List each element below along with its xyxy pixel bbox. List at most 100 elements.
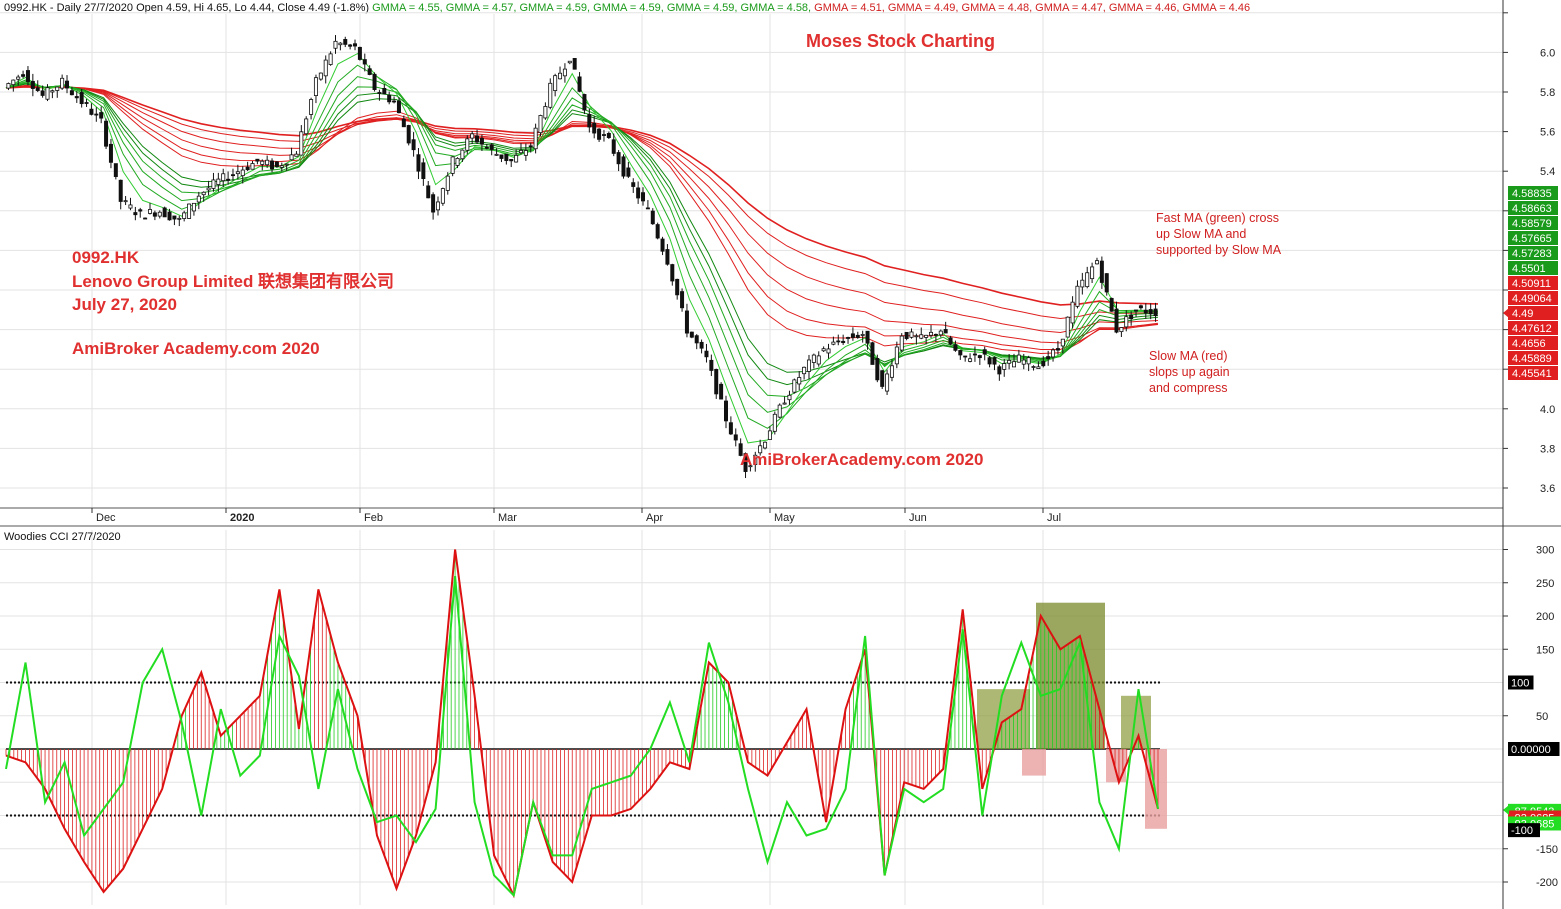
cci-tag-bg-10: [1508, 823, 1540, 838]
candle-body: [89, 108, 94, 115]
candle-body: [543, 106, 548, 119]
candle-body: [758, 445, 763, 454]
candle-body: [728, 422, 733, 435]
candle-body: [235, 171, 240, 175]
candle-body: [587, 114, 592, 128]
candle-body: [133, 212, 138, 216]
candle-body: [411, 139, 416, 151]
candle-body: [416, 154, 421, 172]
candle-body: [323, 59, 328, 77]
candle-body: [1055, 348, 1060, 351]
candle-body: [328, 53, 333, 65]
candle-body: [421, 162, 426, 180]
price-tag-7: 4.49064: [1512, 293, 1552, 305]
candle-body: [806, 359, 811, 372]
price-tag-bg-7: [1508, 291, 1558, 305]
candle-body: [606, 133, 611, 139]
price-tick-label-9: 5.6: [1540, 127, 1555, 139]
price-tag-bg-4: [1508, 246, 1558, 260]
candle-body: [899, 335, 904, 351]
price-tag-bg-12: [1508, 366, 1558, 380]
candle-body: [353, 43, 358, 47]
candle-body: [123, 200, 128, 203]
cci-tag-bg-6: [1508, 742, 1560, 756]
price-header: 0992.HK - Daily 27/7/2020 Open 4.59, Hi …: [4, 2, 1250, 14]
candle-body: [392, 100, 397, 103]
candle-body: [309, 99, 314, 115]
gmma-value-9: GMMA = 4.47,: [1032, 2, 1106, 14]
candle-body: [230, 174, 235, 177]
candle-body: [592, 122, 597, 134]
candle-body: [865, 330, 870, 344]
candle-body: [348, 44, 353, 47]
price-tag-2: 4.58579: [1512, 218, 1552, 230]
candle-body: [16, 76, 21, 80]
fast-ma-note-1: Fast MA (green) cross: [1156, 211, 1279, 225]
candle-body: [948, 337, 953, 345]
cci-lines: [5, 549, 1159, 899]
candle-body: [582, 94, 587, 111]
price-tag-bg-3: [1508, 231, 1558, 245]
candle-body: [377, 92, 382, 94]
candle-body: [953, 344, 958, 351]
candle-body: [504, 153, 509, 162]
price-tag-bg-9: [1508, 321, 1558, 335]
candle-body: [704, 350, 709, 358]
cci-title: Woodies CCI 27/7/2020: [4, 531, 121, 543]
candle-body: [1138, 305, 1143, 309]
candle-body: [777, 404, 782, 418]
candle-body: [167, 211, 172, 221]
candle-body: [850, 333, 855, 338]
candle-body: [367, 68, 372, 75]
candle-body: [435, 201, 440, 211]
candle-body: [1007, 359, 1012, 364]
candle-body: [143, 217, 148, 220]
candle-body: [846, 337, 851, 339]
candle-body: [440, 188, 445, 204]
month-label-0: Dec: [96, 512, 116, 524]
date-label: July 27, 2020: [72, 295, 177, 314]
gmma-line-4: [5, 85, 1159, 350]
candle-body: [841, 340, 846, 344]
candle-body: [362, 59, 367, 65]
candle-body: [489, 144, 494, 150]
candle-body: [152, 212, 157, 217]
candle-body: [968, 358, 973, 362]
candle-body: [1031, 366, 1036, 368]
candle-body: [274, 161, 279, 167]
cci-tick-label-12: -200: [1536, 877, 1558, 889]
candle-body: [40, 90, 45, 96]
candle-body: [1153, 308, 1158, 317]
cci-tick-label-5: 50: [1536, 711, 1548, 723]
candle-body: [240, 169, 245, 177]
price-tag-6: 4.50911: [1512, 278, 1551, 290]
candle-body: [528, 145, 533, 148]
candle-body: [997, 366, 1002, 375]
candle-body: [660, 238, 665, 252]
candle-body: [645, 207, 650, 210]
candle-body: [924, 334, 929, 338]
cci-series-line-0: [5, 549, 1159, 899]
candle-body: [455, 157, 460, 166]
price-tick-label-0: 3.6: [1540, 483, 1555, 495]
candle-body: [401, 118, 406, 128]
candle-body: [714, 369, 719, 395]
candle-body: [65, 80, 70, 89]
candle-body: [943, 329, 948, 334]
candle-body: [313, 77, 318, 96]
candle-body: [567, 60, 572, 64]
candle-body: [460, 149, 465, 160]
cci-tag-4: 100: [1511, 678, 1529, 690]
candle-body: [631, 182, 636, 187]
candle-body: [753, 454, 758, 465]
cci-tick-label-1: 250: [1536, 578, 1554, 590]
candle-body: [1016, 354, 1021, 363]
candle-body: [128, 204, 133, 209]
candle-body: [226, 178, 231, 181]
month-label-1: 2020: [230, 512, 254, 524]
candle-body: [719, 383, 724, 400]
candle-body: [885, 373, 890, 392]
price-tag-8: 4.49: [1512, 308, 1533, 320]
candle-body: [113, 163, 118, 177]
candle-body: [494, 153, 499, 156]
